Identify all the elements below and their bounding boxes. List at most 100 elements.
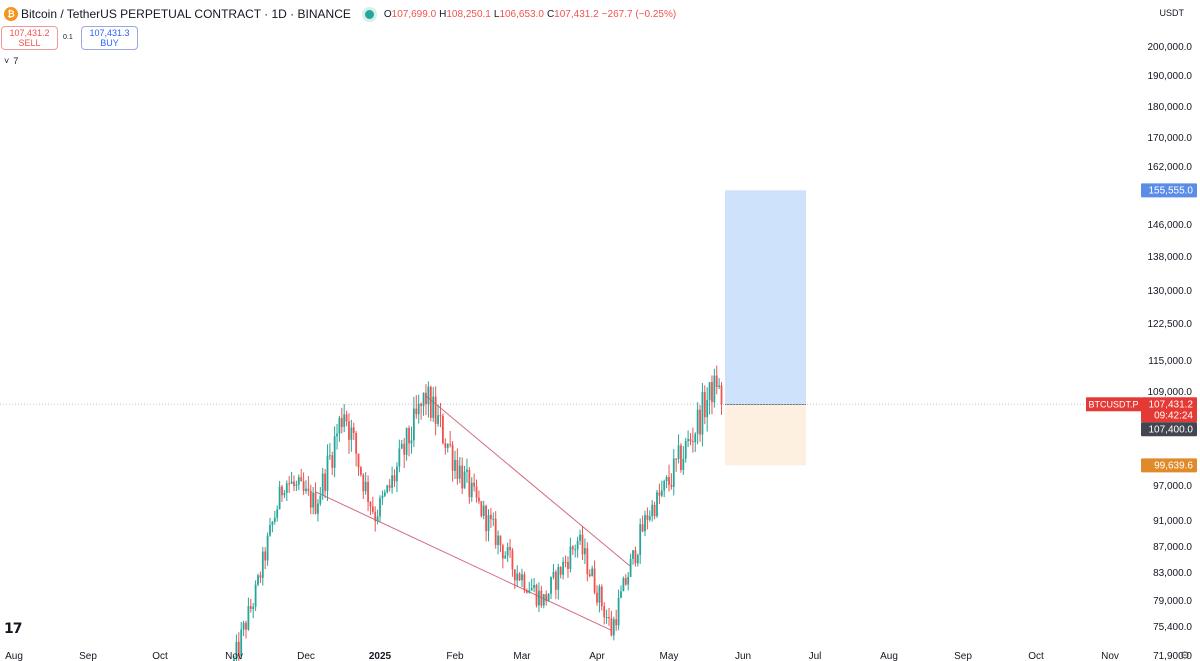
candle: [235, 634, 238, 661]
candle: [492, 512, 495, 527]
currency-selector[interactable]: USDT: [1159, 8, 1185, 18]
target-zone[interactable]: [725, 190, 806, 405]
candle: [535, 583, 538, 608]
buy-button[interactable]: 107,431.3 BUY: [81, 26, 138, 50]
trend-line[interactable]: [425, 395, 631, 567]
candle: [343, 404, 346, 433]
candle: [680, 443, 682, 473]
candle: [533, 578, 535, 593]
indicators-toggle[interactable]: ˅ 7: [4, 56, 18, 66]
candle: [574, 544, 577, 558]
time-tick-label: Nov: [225, 651, 243, 661]
tradingview-logo[interactable]: 17: [4, 621, 23, 637]
ohlc-value: 106,653.0: [499, 8, 544, 20]
candle: [357, 453, 360, 476]
candle: [656, 490, 658, 518]
candle: [437, 404, 439, 427]
time-tick-label: Oct: [1028, 651, 1044, 661]
candle: [584, 538, 586, 564]
candle: [283, 490, 286, 499]
candle: [336, 423, 338, 450]
candle: [314, 482, 317, 515]
candle: [396, 462, 398, 493]
candle: [245, 620, 247, 639]
candle: [374, 506, 377, 532]
candle: [552, 564, 555, 580]
badge-text: 09:42:24: [1154, 410, 1193, 421]
position-zones: [725, 190, 806, 466]
time-tick-label: Jun: [735, 651, 751, 661]
candle: [247, 597, 250, 631]
candle: [257, 573, 259, 587]
candle: [233, 656, 235, 661]
candle: [617, 589, 620, 631]
candle: [598, 584, 601, 613]
candle: [302, 472, 305, 496]
candle: [576, 536, 579, 558]
candle: [480, 500, 483, 518]
candle: [525, 588, 528, 594]
candle: [547, 593, 550, 602]
trend-line[interactable]: [315, 491, 612, 631]
candle: [371, 496, 374, 515]
price-axis[interactable]: 200,000.0 190,000.0 180,000.0 170,000.0 162,…: [1148, 42, 1193, 661]
candle: [451, 441, 454, 482]
candle: [564, 555, 567, 568]
price-tick-label: 138,000.0: [1148, 252, 1193, 263]
candle: [444, 438, 447, 455]
candle: [653, 501, 656, 520]
candle: [557, 563, 560, 600]
candle: [641, 515, 644, 533]
candle: [410, 426, 413, 454]
ohlc-key: H: [439, 8, 447, 20]
candle: [608, 607, 610, 626]
candle: [312, 486, 315, 515]
candle: [475, 479, 478, 503]
candle: [675, 458, 678, 472]
price-tick-label: 115,000.0: [1148, 356, 1192, 367]
candle: [340, 407, 343, 434]
candle: [612, 616, 615, 641]
gear-icon[interactable]: ⚙: [1180, 649, 1190, 661]
time-tick-label: Aug: [880, 651, 898, 661]
candle: [550, 576, 552, 600]
candle: [699, 405, 701, 442]
candlesticks: [233, 365, 723, 661]
sell-button[interactable]: 107,431.2 SELL: [1, 26, 58, 50]
candle: [499, 535, 502, 553]
symbol-title[interactable]: Bitcoin / TetherUS PERPETUAL CONTRACT · …: [21, 7, 351, 21]
candle: [403, 438, 406, 469]
ohlc-values: O107,699.0 H108,250.1 L106,653.0 C107,431.2…: [384, 9, 679, 20]
candle: [694, 432, 697, 452]
sell-price: 107,431.2: [9, 28, 50, 38]
time-axis[interactable]: Aug Sep Oct Nov Dec 2025 Feb Mar Apr May Jun Jul Aug…: [5, 651, 1119, 661]
sell-label: SELL: [18, 38, 41, 48]
candle: [605, 609, 608, 624]
candle: [639, 518, 642, 564]
badge-text: 99,639.6: [1154, 460, 1193, 471]
candle: [264, 547, 267, 570]
candle: [545, 590, 548, 606]
candle: [571, 545, 574, 555]
candle: [511, 547, 514, 577]
indicators-count: 7: [13, 56, 19, 66]
candle: [528, 581, 531, 594]
badge-text: 107,431.2: [1149, 399, 1194, 410]
price-badges: 155,555.0107,431.209:42:24107,400.099,63…: [1086, 183, 1197, 473]
badge-text: 155,555.0: [1149, 185, 1194, 196]
candle: [629, 553, 632, 577]
candle: [305, 480, 307, 494]
candle: [352, 422, 355, 440]
candle: [293, 475, 295, 492]
candle: [540, 585, 543, 608]
candle: [489, 507, 492, 528]
ohlc-value: 107,699.0: [391, 8, 437, 20]
ohlc-key: O: [383, 8, 392, 20]
stop-zone[interactable]: [725, 404, 806, 466]
price-tick-label: 162,000.0: [1148, 162, 1193, 173]
candle: [446, 443, 449, 453]
chevron-down-icon: ˅: [4, 56, 10, 66]
candle: [269, 517, 271, 537]
candle: [715, 365, 718, 395]
